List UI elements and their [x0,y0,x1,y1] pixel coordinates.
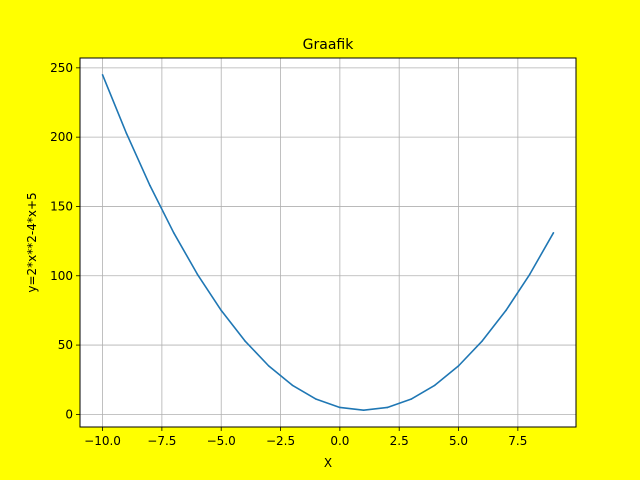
plot-frame [79,57,577,428]
chart-title: Graafik [303,37,355,53]
data-point [433,384,436,387]
data-point [125,132,128,134]
y-axis-label: y=2*x**2-4*x+5 [25,192,39,292]
y-tick-label: 0 [65,407,73,421]
data-point [101,73,104,76]
data-point [196,273,199,276]
x-tick-label: −5.0 [207,434,236,448]
data-point [172,231,175,234]
x-tick-label: 5.0 [449,434,468,448]
data-point [362,409,365,412]
x-tick-label: −2.5 [266,434,295,448]
data-point [267,365,270,367]
series-line [101,74,555,412]
data-point [410,398,412,400]
y-tick-label: 150 [50,199,73,213]
data-point [315,398,317,400]
y-tick-label: 50 [58,338,73,352]
x-tick-label: 2.5 [390,434,409,448]
x-tick-label: 0.0 [330,434,349,448]
data-point [149,184,151,187]
data-point [386,406,389,409]
data-point [552,231,555,234]
data-point [505,309,507,312]
x-axis-label: X [324,456,332,470]
x-tick-label: −7.5 [147,434,176,448]
series-layer [101,73,555,412]
ticks: −10.0 −7.5 −5.0 −2.5 0.0 2.5 5.0 7.5 0 50 100 150 20… [50,61,527,448]
data-point [339,406,341,409]
data-point [291,384,294,387]
data-point [528,273,531,276]
y-tick-label: 100 [50,269,73,283]
y-tick-label: 250 [50,61,73,75]
data-point [481,340,484,342]
grid-lines [80,58,576,427]
x-tick-label: −10.0 [84,434,121,448]
x-tick-label: 7.5 [508,434,527,448]
y-tick-label: 200 [50,130,73,144]
plot-area [80,58,576,427]
data-point [220,309,223,312]
data-point [244,340,246,342]
data-point [457,365,460,367]
